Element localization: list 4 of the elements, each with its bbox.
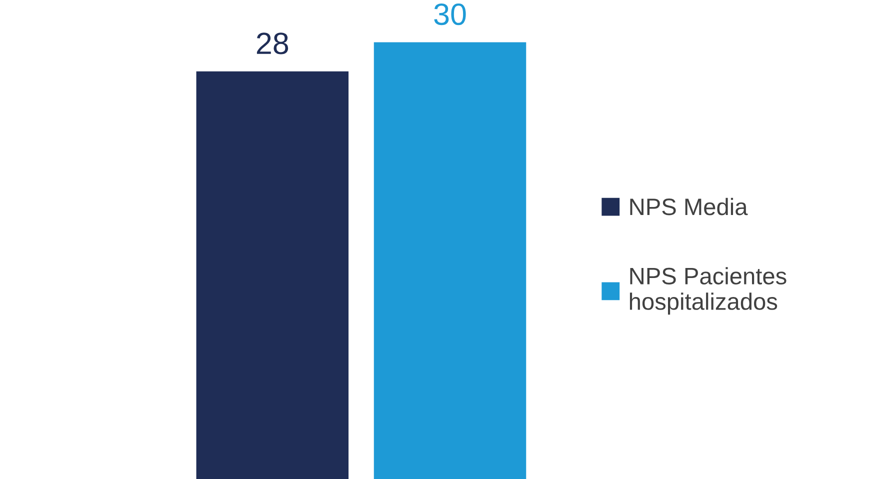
data-label: 28 [256,32,288,54]
data-label: 30 [434,3,466,26]
legend-label: NPS Media [630,198,748,216]
legend-label: NPS Pacientes hospitalizados [630,267,786,315]
